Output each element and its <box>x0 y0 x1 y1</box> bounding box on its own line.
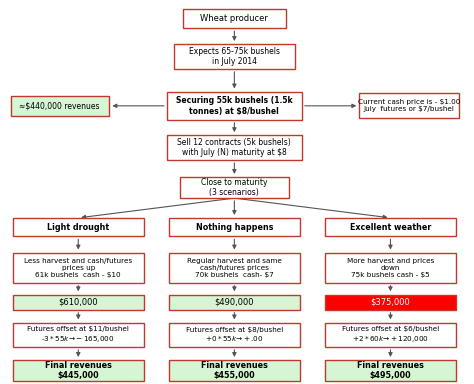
FancyBboxPatch shape <box>13 323 144 347</box>
FancyBboxPatch shape <box>13 253 144 283</box>
Text: Light drought: Light drought <box>47 223 109 232</box>
Text: Nothing happens: Nothing happens <box>196 223 273 232</box>
Text: Final revenues
$455,000: Final revenues $455,000 <box>201 361 268 380</box>
Text: Expects 65-75k bushels
in July 2014: Expects 65-75k bushels in July 2014 <box>189 47 280 66</box>
Text: Excellent weather: Excellent weather <box>350 223 431 232</box>
FancyBboxPatch shape <box>169 253 300 283</box>
FancyBboxPatch shape <box>325 253 456 283</box>
Text: Wheat producer: Wheat producer <box>201 14 268 23</box>
Text: Futures offset at $6/bushel
+$2*60k → +$120,000: Futures offset at $6/bushel +$2*60k → +$… <box>342 326 439 344</box>
Text: Futures offset at $11/bushel
-$3*55k → -$165,000: Futures offset at $11/bushel -$3*55k → -… <box>27 326 129 344</box>
FancyBboxPatch shape <box>169 360 300 381</box>
Text: More harvest and prices
down
75k bushels cash - $5: More harvest and prices down 75k bushels… <box>347 258 434 278</box>
Text: Final revenues
$445,000: Final revenues $445,000 <box>45 361 112 380</box>
Text: Futures offset at $8/bushel
+$0*55k → +$.00: Futures offset at $8/bushel +$0*55k → +$… <box>186 327 283 343</box>
FancyBboxPatch shape <box>325 323 456 347</box>
FancyBboxPatch shape <box>325 360 456 381</box>
FancyBboxPatch shape <box>167 135 302 160</box>
FancyBboxPatch shape <box>180 177 289 198</box>
Text: $490,000: $490,000 <box>215 298 254 307</box>
Text: Final revenues
$495,000: Final revenues $495,000 <box>357 361 424 380</box>
FancyBboxPatch shape <box>13 218 144 237</box>
FancyBboxPatch shape <box>325 295 456 310</box>
Text: $610,000: $610,000 <box>58 298 98 307</box>
Text: Less harvest and cash/futures
prices up
61k bushels  cash - $10: Less harvest and cash/futures prices up … <box>24 258 132 278</box>
Text: Securing 55k bushels (1.5k
tonnes) at $8/bushel: Securing 55k bushels (1.5k tonnes) at $8… <box>176 96 292 116</box>
FancyBboxPatch shape <box>325 218 456 237</box>
FancyBboxPatch shape <box>174 44 295 69</box>
Text: ≈$440,000 revenues: ≈$440,000 revenues <box>19 101 100 110</box>
Text: Regular harvest and same
cash/futures prices
70k bushels  cash- $7: Regular harvest and same cash/futures pr… <box>187 258 282 278</box>
FancyBboxPatch shape <box>169 295 300 310</box>
Text: Sell 12 contracts (5k bushels)
with July (N) maturity at $8: Sell 12 contracts (5k bushels) with July… <box>177 138 291 157</box>
FancyBboxPatch shape <box>11 96 109 116</box>
FancyBboxPatch shape <box>13 360 144 381</box>
FancyBboxPatch shape <box>13 295 144 310</box>
FancyBboxPatch shape <box>359 93 459 118</box>
Text: Current cash price is - $1.00
July  futures or $7/bushel: Current cash price is - $1.00 July futur… <box>358 99 460 113</box>
Text: $375,000: $375,000 <box>371 298 410 307</box>
FancyBboxPatch shape <box>167 92 302 120</box>
FancyBboxPatch shape <box>183 8 286 28</box>
FancyBboxPatch shape <box>169 218 300 237</box>
FancyBboxPatch shape <box>169 323 300 347</box>
Text: Close to maturity
(3 scenarios): Close to maturity (3 scenarios) <box>201 178 268 197</box>
